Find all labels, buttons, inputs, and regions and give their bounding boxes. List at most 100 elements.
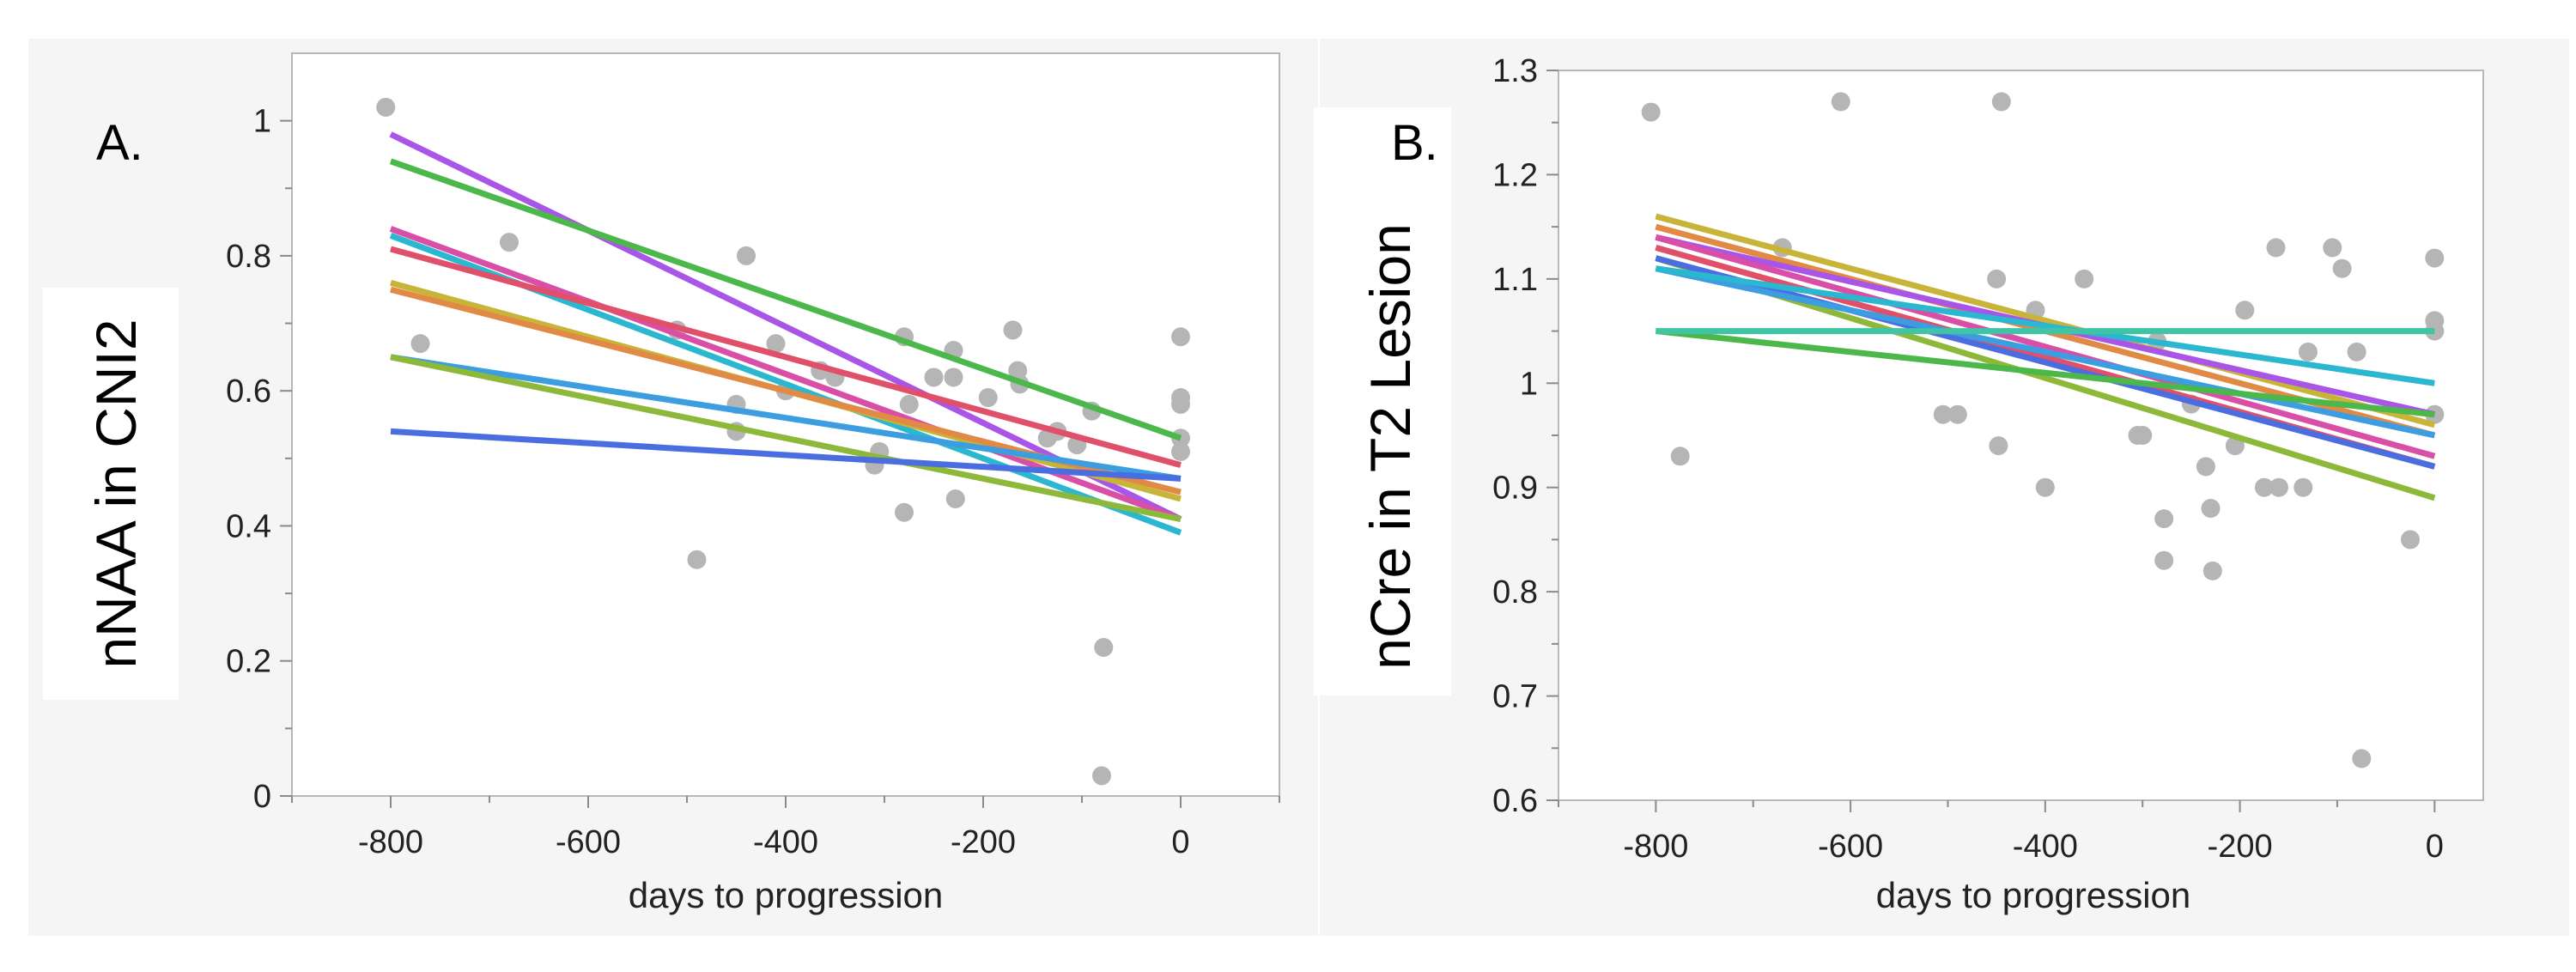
panel-b: B. nCre in T2 Lesion days to progression…: [1314, 39, 2569, 936]
panel-a-data-point: [1171, 394, 1190, 414]
panel-b-data-point: [2133, 426, 2153, 445]
panel-b-data-point: [2298, 342, 2318, 361]
panel-b-x-tick-label: -400: [2013, 829, 2078, 865]
panel-b-x-tick-label: -200: [2208, 829, 2273, 865]
panel-b-data-point: [2266, 238, 2286, 258]
panel-b-plot-area: [1558, 70, 2484, 801]
panel-b-y-axis-title: nCre in T2 Lesion: [1358, 223, 1422, 670]
panel-b-data-point: [1831, 92, 1850, 112]
panel-b-y-ticks: 0.6 0.7 0.8 0.9 1 1.1 1.2 1.3: [1492, 53, 1558, 819]
panel-b-x-tick-label: -600: [1818, 829, 1883, 865]
panel-a-data-point: [737, 246, 756, 265]
panel-b-data-point: [1991, 92, 2011, 112]
panel-a-y-tick-label: 0.8: [226, 239, 271, 275]
panel-b-fit-line: [1655, 265, 2436, 439]
panel-a-data-point: [899, 394, 919, 414]
panel-b-data-point: [2235, 301, 2255, 320]
panel-b-y-tick-label: 0.8: [1492, 574, 1538, 611]
panel-a-data-point: [944, 368, 963, 387]
panel-b-x-tick-label: -800: [1623, 829, 1688, 865]
panel-a-data-point: [376, 97, 396, 117]
panel-b-data-point: [2323, 238, 2342, 258]
panel-b-data-point: [2202, 561, 2222, 580]
panel-b-data-point: [1670, 447, 1690, 466]
panel-b-data-point: [2154, 509, 2174, 529]
panel-a-data-point: [687, 550, 707, 569]
panel-a-x-tick-label: -600: [556, 824, 621, 860]
panel-b-fit-line: [1655, 213, 2436, 428]
panel-a-y-tick-label: 1: [253, 104, 271, 140]
panel-b-data-point: [1947, 404, 1967, 424]
panel-a-x-tick-label: -400: [753, 824, 818, 860]
panel-a-data-point: [945, 489, 965, 508]
panel-b-data-point: [2293, 477, 2313, 497]
panel-b-data-point: [2154, 550, 2174, 570]
panel-b-y-tick-label: 1: [1520, 366, 1538, 402]
panel-b-data-point: [2201, 499, 2221, 518]
panel-a: A. nNAA in CNI2 days to progression 0 0.2…: [28, 39, 1318, 936]
panel-a-fit-line: [390, 354, 1182, 482]
panel-b-y-tick-label: 1.3: [1492, 53, 1538, 89]
panel-a-y-ticks: 0 0.2 0.4 0.6 0.8 1: [226, 104, 292, 815]
panel-a-data-point: [1003, 320, 1023, 340]
panel-b-fit-line: [1655, 328, 2435, 418]
panel-b-data-point: [2035, 477, 2055, 497]
panel-b-y-tick-label: 1.1: [1492, 262, 1538, 298]
panel-a-ylabel-box: [43, 288, 179, 700]
panel-b-points: [1641, 92, 2445, 768]
panel-b-data-point: [2347, 342, 2366, 361]
panel-b-fit-line: [1655, 255, 2436, 470]
panel-b-data-point: [2196, 457, 2215, 477]
panel-b-y-tick-label: 0.9: [1492, 471, 1538, 507]
panel-a-data-point: [1092, 766, 1111, 786]
panel-a-fit-line: [389, 131, 1182, 522]
panel-a-y-tick-label: 0.4: [226, 508, 271, 544]
panel-b-x-tick-label: 0: [2426, 829, 2444, 865]
panel-a-fit-line: [390, 428, 1182, 482]
panel-b-data-point: [2400, 530, 2420, 550]
panel-b-data-point: [1987, 269, 2007, 289]
panel-b-data-point: [2425, 248, 2445, 268]
panel-b-y-tick-label: 0.7: [1492, 679, 1538, 715]
panel-b-data-point: [2075, 269, 2094, 289]
panel-a-fit-line: [389, 158, 1182, 441]
panel-b-x-axis-title: days to progression: [1876, 875, 2191, 915]
panel-b-x-ticks: -800 -600 -400 -200 0: [1558, 800, 2444, 865]
panel-a-data-point: [1094, 638, 1114, 657]
panel-b-fit-lines: [1655, 213, 2436, 501]
panel-a-y-tick-label: 0.6: [226, 374, 271, 410]
panel-a-y-tick-label: 0.2: [226, 644, 271, 680]
panel-a-letter: A.: [96, 115, 143, 171]
panel-a-data-point: [978, 388, 998, 408]
panel-b-data-point: [1933, 404, 1953, 424]
panel-a-x-tick-label: 0: [1171, 824, 1189, 860]
panel-a-data-point: [1171, 327, 1190, 347]
panel-b-fit-line: [1655, 234, 2436, 459]
panel-b-letter: B.: [1391, 115, 1438, 171]
panel-b-fit-line: [1655, 265, 2435, 386]
panel-a-fit-line: [390, 246, 1182, 469]
panel-a-plot-area: [291, 52, 1280, 797]
panel-a-data-point: [895, 502, 914, 522]
panel-b-data-point: [2352, 749, 2372, 768]
panel-a-y-tick-label: 0: [253, 779, 271, 815]
panel-a-fit-line: [390, 354, 1182, 523]
panel-a-fit-lines: [389, 131, 1182, 536]
panel-a-data-point: [924, 368, 944, 387]
panel-a-data-point: [500, 233, 519, 252]
panel-a-data-point: [1171, 441, 1190, 461]
panel-b-y-tick-label: 0.6: [1492, 783, 1538, 819]
panel-b-data-point: [2254, 477, 2274, 497]
panel-a-data-point: [410, 334, 430, 354]
panel-a-x-tick-label: -800: [358, 824, 423, 860]
panel-a-x-ticks: -800 -600 -400 -200 0: [291, 796, 1280, 860]
panel-b-data-point: [2269, 477, 2288, 497]
panel-b-data-point: [1641, 102, 1661, 122]
panel-a-x-tick-label: -200: [951, 824, 1016, 860]
panel-a-data-point: [766, 334, 786, 354]
panel-a-y-axis-title: nNAA in CNI2: [84, 319, 148, 668]
panel-b-data-point: [1989, 436, 2008, 456]
panel-b-y-tick-label: 1.2: [1492, 157, 1538, 193]
panel-b-data-point: [2332, 258, 2352, 278]
